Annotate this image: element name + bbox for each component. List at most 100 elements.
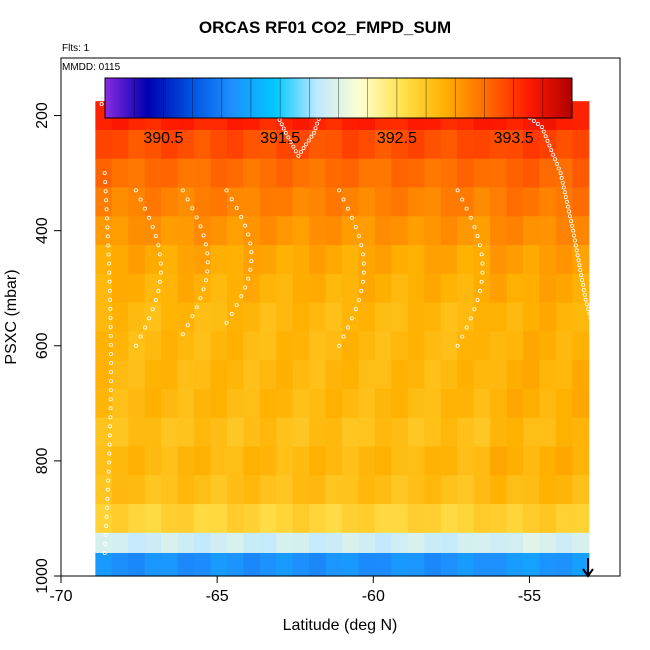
profile-point xyxy=(107,433,112,438)
profile-point xyxy=(205,260,210,265)
profile-point xyxy=(249,250,254,255)
heatmap-cell xyxy=(473,504,491,534)
profile-point xyxy=(475,298,480,303)
heatmap-cell xyxy=(506,417,524,448)
profile-point xyxy=(359,288,364,293)
heatmap-cell xyxy=(572,101,590,131)
heatmap-cell xyxy=(440,360,458,390)
heatmap-cell xyxy=(391,417,409,448)
heatmap-cell xyxy=(374,360,393,390)
track-point xyxy=(539,125,544,130)
heatmap-cell xyxy=(407,245,425,275)
heatmap-cell xyxy=(276,552,294,577)
heatmap-cell xyxy=(226,129,244,160)
heatmap-cell xyxy=(457,360,475,390)
heatmap-cell xyxy=(259,331,277,361)
heatmap-cell xyxy=(276,475,294,505)
heatmap-cell xyxy=(128,552,146,577)
heatmap-cell xyxy=(111,417,129,448)
heatmap-cell xyxy=(407,216,425,246)
heatmap-cell xyxy=(292,216,310,246)
heatmap-cell xyxy=(128,245,146,275)
colorbar-tick-label: 391.5 xyxy=(260,130,300,147)
profile-point xyxy=(102,550,107,555)
heatmap-cell xyxy=(177,552,195,577)
plot-frame xyxy=(60,57,621,577)
heatmap-cell xyxy=(210,475,228,505)
heatmap-cell xyxy=(194,504,212,534)
heatmap-cell xyxy=(325,552,343,577)
profile-point xyxy=(105,496,110,501)
profile-point xyxy=(243,223,248,228)
track-point xyxy=(296,153,301,158)
heatmap-cell xyxy=(309,245,327,275)
heatmap-cell xyxy=(210,388,228,419)
heatmap-cell xyxy=(210,273,228,304)
heatmap-cell xyxy=(539,532,557,554)
track-point xyxy=(535,121,540,126)
heatmap-cell xyxy=(424,504,442,534)
heatmap-cell xyxy=(95,273,113,304)
heatmap-cell xyxy=(325,331,343,361)
heatmap-cell xyxy=(358,417,376,448)
heatmap-cell xyxy=(161,417,179,448)
heatmap-cell xyxy=(391,360,409,390)
heatmap-cell xyxy=(539,273,557,304)
heatmap-cell xyxy=(309,475,327,505)
heatmap-cell xyxy=(226,216,244,246)
profile-point xyxy=(103,541,108,546)
heatmap-cell xyxy=(555,417,573,448)
heatmap-cell xyxy=(161,388,179,419)
heatmap-cell xyxy=(457,273,475,304)
profile-point xyxy=(341,197,346,202)
heatmap-cell xyxy=(210,331,228,361)
heatmap-cell xyxy=(490,504,508,534)
heatmap-cell xyxy=(572,360,590,390)
heatmap-cell xyxy=(407,273,425,304)
heatmap-cell xyxy=(473,216,491,246)
heatmap-cell xyxy=(259,129,277,160)
heatmap-cell xyxy=(128,273,146,304)
heatmap-cell xyxy=(539,245,557,275)
profile-point xyxy=(108,388,113,393)
heatmap-cell xyxy=(243,417,261,448)
profile-point xyxy=(108,351,113,356)
heatmap-cell xyxy=(374,129,393,160)
heatmap-cell xyxy=(522,129,541,160)
heatmap-cell xyxy=(243,216,261,246)
track-point xyxy=(279,122,284,127)
track-point xyxy=(281,126,286,131)
heatmap-cell xyxy=(325,216,343,246)
track-point xyxy=(288,140,293,145)
profile-point xyxy=(156,288,161,293)
heatmap-cell xyxy=(457,187,475,217)
heatmap-cell xyxy=(374,475,393,505)
heatmap-cell xyxy=(506,129,524,160)
y-tick-label: 800 xyxy=(34,447,51,474)
profile-point xyxy=(345,325,350,330)
heatmap-cell xyxy=(440,129,458,160)
heatmap-cell xyxy=(226,388,244,419)
profile-point xyxy=(205,251,210,256)
heatmap-cell xyxy=(161,302,179,332)
heatmap-cell xyxy=(555,129,573,160)
profile-point xyxy=(361,261,366,266)
heatmap-cell xyxy=(325,504,343,534)
chart-title: ORCAS RF01 CO2_FMPD_SUM xyxy=(198,18,452,37)
profile-point xyxy=(153,298,158,303)
heatmap-cell xyxy=(407,532,425,554)
profile-point xyxy=(198,296,203,301)
heatmap-cell xyxy=(95,504,113,534)
track-point xyxy=(301,146,306,151)
profile-point xyxy=(249,258,254,263)
profile-point xyxy=(138,334,143,339)
profile-point xyxy=(356,234,361,239)
heatmap-cell xyxy=(292,532,310,554)
heatmap-cell xyxy=(243,360,261,390)
profile-point xyxy=(143,325,148,330)
profile-point xyxy=(248,241,253,246)
heatmap-cell xyxy=(210,158,228,189)
colorbar-tick-label: 392.5 xyxy=(377,130,417,147)
heatmap-cell xyxy=(144,331,162,361)
profile-point xyxy=(350,215,355,220)
